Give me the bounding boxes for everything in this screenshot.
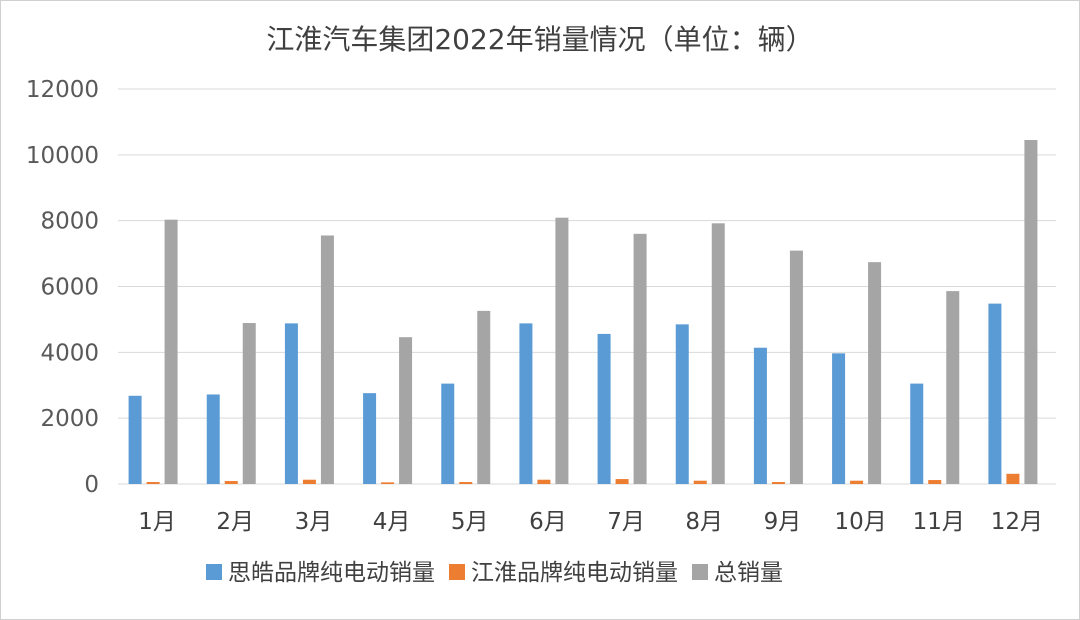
legend-item: 总销量 <box>692 560 783 586</box>
bar-series-1-8月 <box>693 480 707 484</box>
legend-label: 江淮品牌纯电动销量 <box>471 560 678 586</box>
bar-series-1-11月 <box>928 480 942 484</box>
bar-series-2-2月 <box>242 323 256 484</box>
x-tick-label: 1月 <box>138 509 176 535</box>
x-tick-label: 10月 <box>834 509 886 535</box>
legend-item: 思皓品牌纯电动销量 <box>206 560 435 586</box>
y-tick-label: 8000 <box>40 209 99 235</box>
legend-label: 思皓品牌纯电动销量 <box>228 560 435 586</box>
y-tick-label: 10000 <box>26 143 99 169</box>
y-tick-label: 4000 <box>40 340 99 366</box>
bar-series-2-10月 <box>868 262 882 484</box>
bar-series-1-5月 <box>459 482 473 484</box>
bar-series-0-7月 <box>597 333 611 484</box>
x-tick-label: 6月 <box>529 509 567 535</box>
bar-series-2-1月 <box>164 219 178 484</box>
bar-series-0-12月 <box>988 303 1002 484</box>
bar-series-2-5月 <box>477 310 491 484</box>
bar-series-2-12月 <box>1024 140 1038 485</box>
bar-series-2-7月 <box>633 233 647 484</box>
legend-item: 江淮品牌纯电动销量 <box>449 560 678 586</box>
y-axis-ticks: 0 2000 4000 6000 8000 10000 12000 <box>26 77 99 498</box>
bar-series-0-8月 <box>675 324 689 484</box>
legend-swatch <box>206 564 222 580</box>
legend-swatch <box>449 564 465 580</box>
bar-series-2-4月 <box>399 337 413 484</box>
bar-series-0-5月 <box>441 383 455 484</box>
x-tick-label: 12月 <box>991 509 1043 535</box>
bar-series-1-10月 <box>850 480 864 484</box>
bar-series-0-1月 <box>128 395 142 484</box>
x-axis-ticks: 1月 2月 3月 4月 5月 6月 7月 8月 9月 10月 11月 12月 <box>138 509 1043 535</box>
bar-series-0-9月 <box>753 347 767 484</box>
bars <box>128 140 1038 485</box>
gridlines <box>118 88 1056 485</box>
y-tick-label: 6000 <box>40 275 99 301</box>
y-tick-label: 12000 <box>26 77 99 103</box>
bar-series-1-2月 <box>224 481 238 484</box>
bar-series-2-8月 <box>711 223 725 485</box>
bar-series-1-1月 <box>146 482 160 484</box>
bar-series-2-11月 <box>946 291 960 484</box>
bar-series-0-3月 <box>284 323 298 484</box>
x-tick-label: 3月 <box>295 509 333 535</box>
bar-series-2-3月 <box>320 235 334 484</box>
bar-series-1-6月 <box>537 479 551 484</box>
legend: 思皓品牌纯电动销量 江淮品牌纯电动销量 总销量 <box>206 560 783 586</box>
x-tick-label: 9月 <box>764 509 802 535</box>
x-tick-label: 5月 <box>451 509 489 535</box>
bar-series-1-7月 <box>615 479 629 484</box>
legend-label: 总销量 <box>714 560 783 586</box>
bar-series-2-6月 <box>555 217 569 484</box>
legend-swatch <box>692 564 708 580</box>
bar-series-0-10月 <box>832 353 846 484</box>
x-tick-label: 4月 <box>373 509 411 535</box>
bar-series-1-9月 <box>771 482 785 484</box>
bar-series-0-4月 <box>363 393 377 484</box>
bar-series-0-11月 <box>910 383 924 484</box>
x-tick-label: 11月 <box>913 509 965 535</box>
bar-series-0-6月 <box>519 323 533 484</box>
x-tick-label: 8月 <box>685 509 723 535</box>
y-tick-label: 2000 <box>40 406 99 432</box>
x-tick-label: 2月 <box>216 509 254 535</box>
x-tick-label: 7月 <box>607 509 645 535</box>
bar-series-1-4月 <box>381 482 395 484</box>
chart-title: 江淮汽车集团2022年销量情况（单位：辆） <box>266 23 813 56</box>
y-tick-label: 0 <box>84 472 99 498</box>
bar-series-0-2月 <box>206 394 220 484</box>
bar-series-2-9月 <box>789 250 803 484</box>
bar-series-1-3月 <box>302 479 316 484</box>
bar-series-1-12月 <box>1006 473 1020 484</box>
